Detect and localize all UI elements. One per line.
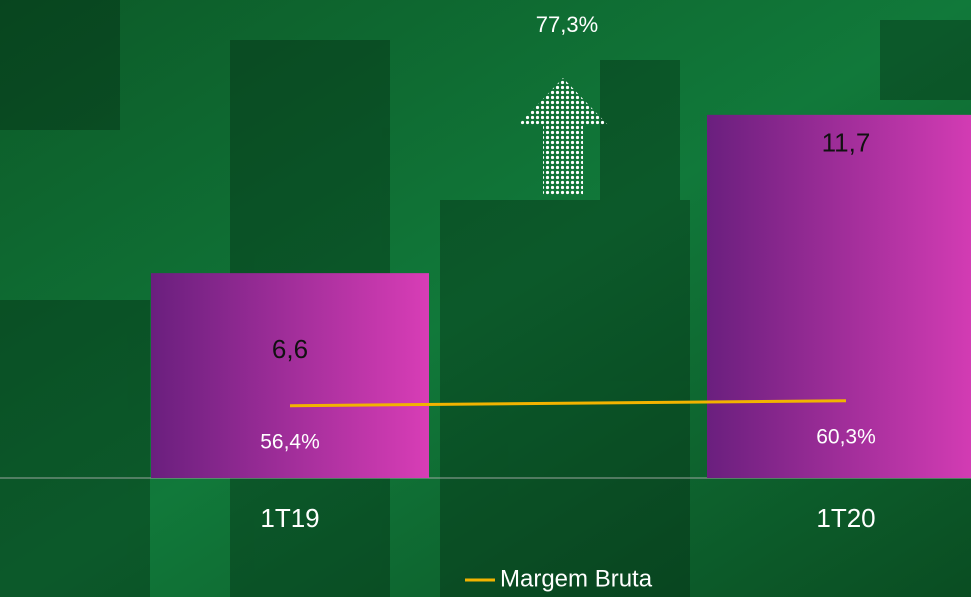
chart: 77,3% 1T19 1T20 6,6 11,7 56,4% 60,3% Margem Br… xyxy=(0,0,971,597)
bar-value-label: 6,6 xyxy=(272,334,308,364)
line-value-label: 60,3% xyxy=(816,425,876,448)
x-tick-label: 1T20 xyxy=(816,503,875,533)
bar xyxy=(707,115,971,478)
growth-annotation: 77,3% xyxy=(536,12,598,37)
x-tick-label: 1T19 xyxy=(260,503,319,533)
legend-label: Margem Bruta xyxy=(500,565,653,592)
bar-value-label: 11,7 xyxy=(822,128,871,158)
line-value-label: 56,4% xyxy=(260,430,320,453)
